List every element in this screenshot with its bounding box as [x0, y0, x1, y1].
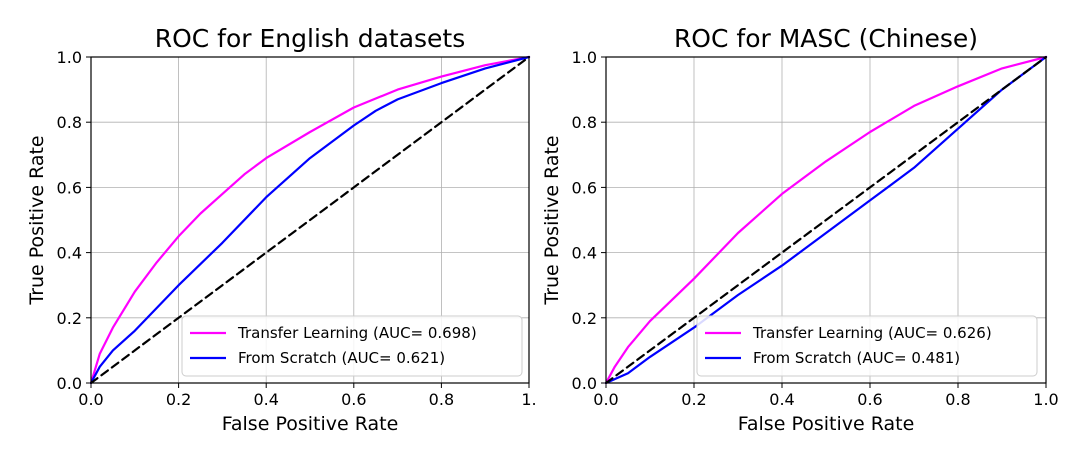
x-tick-label: 0.6 — [341, 390, 366, 409]
x-tick-label: 0.6 — [857, 390, 882, 409]
y-tick-label: 0.2 — [57, 309, 82, 328]
series-line-2 — [89, 55, 531, 385]
x-tick-label: 1.0 — [1033, 390, 1058, 409]
y-tick-label: 0.8 — [57, 113, 82, 132]
y-tick-label: 0.0 — [572, 374, 597, 393]
plot-frame — [90, 56, 530, 384]
x-tick-label: 1. — [521, 390, 536, 409]
y-tick-label: 0.8 — [572, 113, 597, 132]
x-axis-label: False Positive Rate — [222, 413, 399, 435]
y-tick-label: 1.0 — [572, 48, 597, 67]
y-tick-label: 0.0 — [57, 374, 82, 393]
y-tick-label: 0.4 — [57, 244, 82, 263]
y-tick-label: 0.6 — [57, 178, 82, 197]
y-axis-label: True Positive Rate — [541, 135, 563, 305]
chart-title: ROC for MASC (Chinese) — [674, 24, 978, 53]
chance-diagonal-line — [604, 55, 1048, 385]
chance-diagonal-line — [89, 55, 531, 385]
legend-label: From Scratch (AUC= 0.481) — [753, 349, 960, 367]
legend-box — [696, 315, 1038, 377]
chart-title: ROC for English datasets — [155, 24, 466, 53]
x-tick-label: 0.2 — [166, 390, 191, 409]
legend: Transfer Learning (AUC= 0.698) From Scrat… — [181, 315, 523, 377]
roc-panel-1: 0.00.0 0.2 0.2 0.4 0.4 0.6 0.6 0.8 0.8 1. 1.0 ROC f… — [26, 24, 537, 435]
x-tick-label: 0.4 — [769, 390, 794, 409]
x-tick-label: 0.0 — [78, 390, 103, 409]
y-tick-label: 0.4 — [572, 244, 597, 263]
series-line-1 — [89, 55, 531, 385]
x-tick-label: 0.0 — [593, 390, 618, 409]
series-line-2 — [604, 55, 1048, 385]
y-axis-label: True Positive Rate — [26, 135, 48, 305]
series-line-1 — [604, 55, 1048, 385]
x-axis-label: False Positive Rate — [738, 413, 915, 435]
legend-box — [181, 315, 523, 377]
roc-panel-2: 0.00.0 0.2 0.2 0.4 0.4 0.6 0.6 0.8 0.8 1.0 1.0 ROC … — [541, 24, 1059, 435]
legend-label: Transfer Learning (AUC= 0.698) — [237, 324, 477, 342]
plot-frame — [605, 56, 1047, 384]
y-tick-label: 1.0 — [57, 48, 82, 67]
y-tick-label: 0.2 — [572, 309, 597, 328]
legend-label: Transfer Learning (AUC= 0.626) — [752, 324, 992, 342]
x-tick-label: 0.4 — [253, 390, 278, 409]
y-tick-label: 0.6 — [572, 178, 597, 197]
x-tick-label: 0.2 — [681, 390, 706, 409]
legend: Transfer Learning (AUC= 0.626) From Scrat… — [696, 315, 1038, 377]
x-tick-label: 0.8 — [429, 390, 454, 409]
x-tick-label: 0.8 — [945, 390, 970, 409]
legend-label: From Scratch (AUC= 0.621) — [238, 349, 445, 367]
